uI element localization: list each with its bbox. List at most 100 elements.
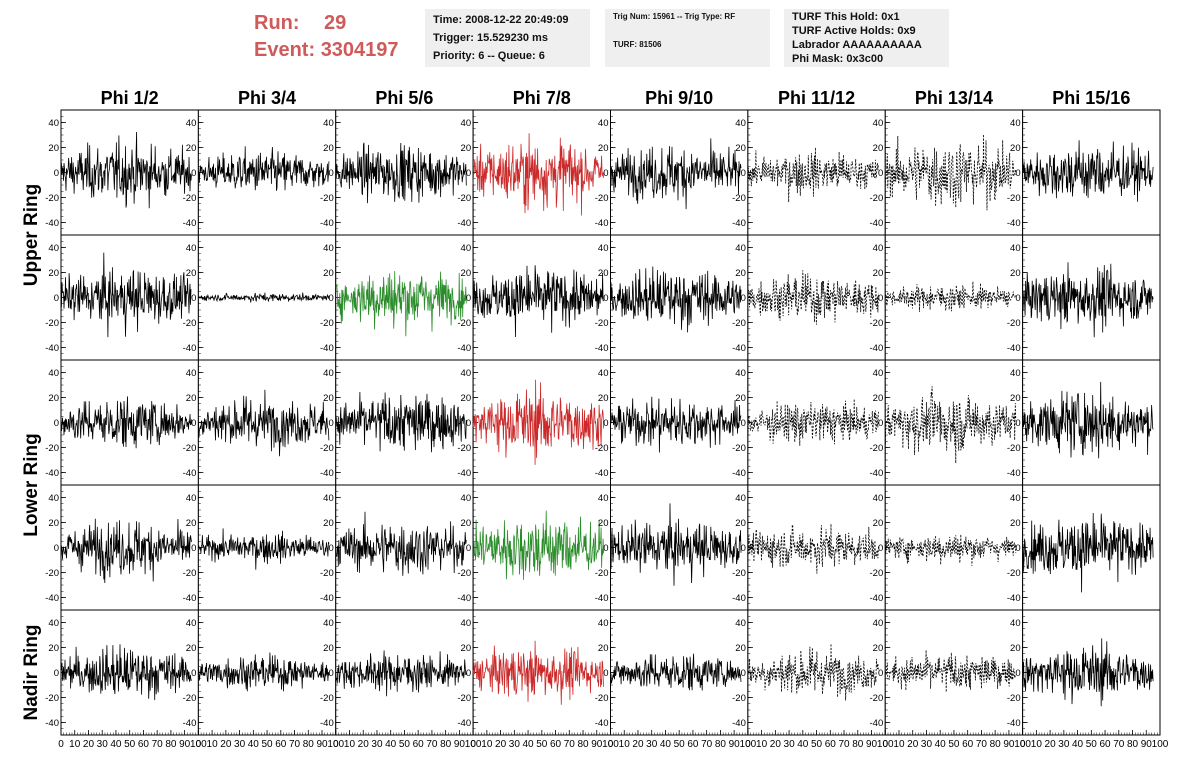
row-group-label: Lower Ring [21, 433, 42, 536]
column-header: Phi 13/14 [915, 88, 993, 108]
labrador-line: Labrador AAAAAAAAAA [792, 39, 922, 51]
y-tick-label: -40 [183, 718, 197, 729]
y-tick-label: -40 [870, 343, 884, 354]
y-tick-label: -20 [595, 318, 609, 329]
y-tick-label: 0 [741, 543, 746, 554]
waveform-trace [1022, 512, 1154, 593]
x-tick-label: 20 [1045, 739, 1057, 750]
panel-frame [884, 109, 1024, 236]
x-tick-label: 70 [289, 739, 301, 750]
x-tick-label: 90 [591, 739, 603, 750]
y-tick-label: 40 [186, 618, 197, 629]
y-tick-label: 40 [48, 243, 59, 254]
x-tick-label: 80 [440, 739, 452, 750]
x-tick-label: 0 [470, 739, 476, 750]
waveform-trace [747, 523, 879, 574]
y-tick-label: -20 [457, 193, 471, 204]
y-tick-label: 40 [1010, 493, 1021, 504]
y-tick-label: -20 [320, 443, 334, 454]
x-tick-label: 40 [110, 739, 122, 750]
y-tick-label: 0 [603, 168, 608, 179]
x-tick-label: 80 [1127, 739, 1139, 750]
y-tick-label: 0 [54, 418, 59, 429]
y-tick-label: -40 [1007, 343, 1021, 354]
y-tick-label: -20 [45, 443, 59, 454]
x-tick-label: 100 [465, 739, 482, 750]
x-tick-label: 10 [207, 739, 219, 750]
x-tick-label: 60 [138, 739, 150, 750]
y-tick-label: 20 [461, 393, 472, 404]
y-tick-label: -20 [183, 193, 197, 204]
y-tick-label: -20 [870, 318, 884, 329]
y-tick-label: 0 [1015, 543, 1020, 554]
x-tick-label: 50 [811, 739, 823, 750]
y-tick-label: 0 [328, 293, 333, 304]
x-tick-label: 60 [275, 739, 287, 750]
y-tick-label: -40 [870, 718, 884, 729]
y-tick-label: 40 [873, 243, 884, 254]
waveform-trace [60, 252, 192, 338]
y-tick-label: 40 [735, 493, 746, 504]
y-tick-label: 20 [1010, 518, 1021, 529]
x-tick-label: 60 [413, 739, 425, 750]
y-tick-label: 40 [48, 118, 59, 129]
waveform-trace [198, 652, 330, 692]
y-tick-label: -40 [45, 593, 59, 604]
y-tick-label: 20 [461, 143, 472, 154]
y-tick-label: -20 [45, 193, 59, 204]
x-tick-label: 30 [371, 739, 383, 750]
y-tick-label: 40 [461, 618, 472, 629]
y-tick-label: 40 [1010, 118, 1021, 129]
x-tick-label: 40 [935, 739, 947, 750]
x-tick-label: 40 [248, 739, 260, 750]
y-tick-label: -20 [732, 443, 746, 454]
x-tick-label: 30 [784, 739, 796, 750]
x-tick-label: 0 [1020, 739, 1026, 750]
y-tick-label: 20 [598, 143, 609, 154]
y-tick-label: 40 [186, 118, 197, 129]
y-tick-label: -20 [45, 693, 59, 704]
y-tick-label: 20 [598, 393, 609, 404]
y-tick-label: 40 [735, 243, 746, 254]
y-tick-label: -40 [457, 218, 471, 229]
waveform-trace [1022, 638, 1154, 707]
y-tick-label: -20 [870, 693, 884, 704]
y-tick-label: 40 [873, 618, 884, 629]
y-tick-label: -20 [183, 568, 197, 579]
y-tick-label: 40 [1010, 618, 1021, 629]
y-tick-label: 0 [191, 168, 196, 179]
turf-line: TURF: 81506 [613, 40, 662, 49]
run-event-box: Run: 29 Event: 3304197 [254, 10, 399, 64]
turf-active-line: TURF Active Holds: 0x9 [792, 25, 916, 37]
y-tick-label: -40 [183, 593, 197, 604]
y-tick-label: 40 [873, 118, 884, 129]
x-tick-label: 60 [1099, 739, 1111, 750]
y-tick-label: -40 [457, 593, 471, 604]
y-tick-label: 20 [598, 268, 609, 279]
column-header: Phi 1/2 [101, 88, 159, 108]
time-info-box: Time: 2008-12-22 20:49:09 Trigger: 15.52… [425, 9, 590, 67]
y-tick-label: 40 [461, 368, 472, 379]
y-tick-label: -20 [320, 693, 334, 704]
y-tick-label: 40 [598, 493, 609, 504]
time-line: Time: 2008-12-22 20:49:09 [433, 14, 569, 26]
y-tick-label: 0 [878, 418, 883, 429]
waveform-trace [884, 650, 1017, 693]
y-tick-label: -40 [320, 218, 334, 229]
y-tick-label: 20 [735, 393, 746, 404]
column-header: Phi 3/4 [238, 88, 296, 108]
y-tick-label: 0 [878, 668, 883, 679]
waveform-trace [610, 653, 742, 691]
x-tick-label: 80 [577, 739, 589, 750]
y-tick-label: 0 [54, 543, 59, 554]
y-tick-label: 0 [54, 168, 59, 179]
y-tick-label: -40 [732, 468, 746, 479]
waveform-trace [747, 147, 879, 203]
y-tick-label: 0 [1015, 668, 1020, 679]
run-value: 29 [324, 12, 347, 34]
y-tick-label: -20 [732, 193, 746, 204]
y-tick-label: 20 [735, 643, 746, 654]
y-tick-label: -40 [457, 468, 471, 479]
y-tick-label: 20 [873, 518, 884, 529]
x-tick-label: 0 [745, 739, 751, 750]
